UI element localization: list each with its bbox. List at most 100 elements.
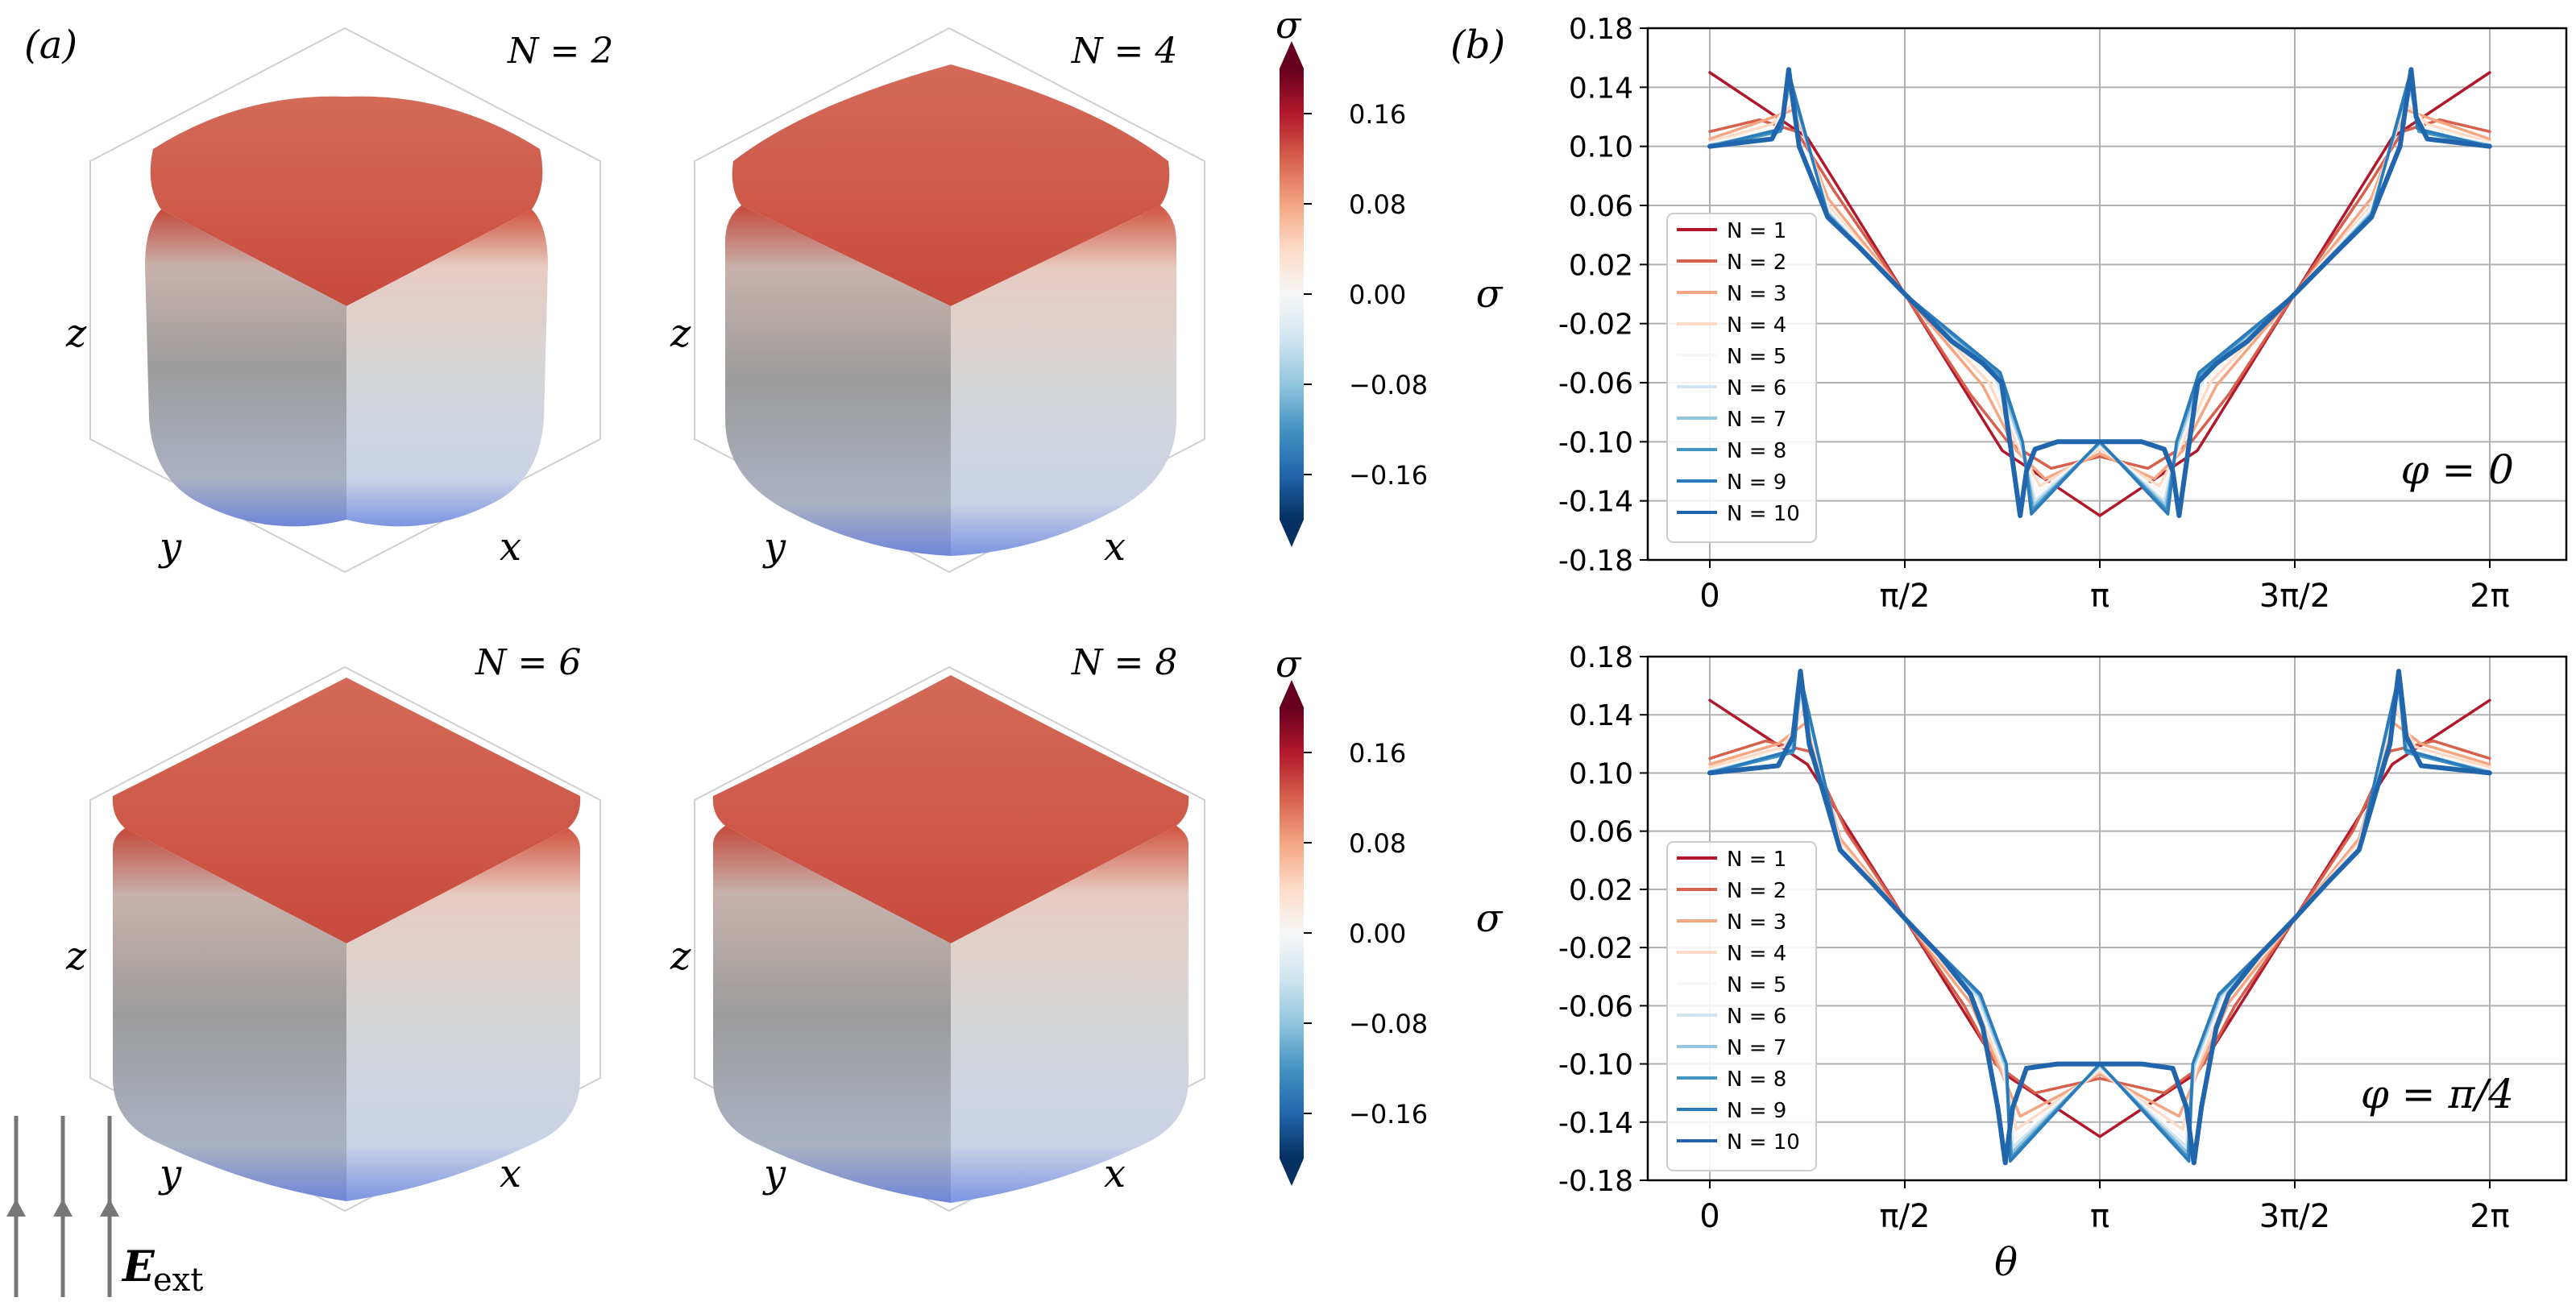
phi-annotation: φ = 0: [2400, 446, 2514, 493]
y-tick-label: -0.10: [1558, 426, 1633, 459]
y-tick-label: -0.14: [1558, 486, 1633, 519]
legend-entry: N = 7: [1727, 1036, 1786, 1060]
axis-label-y: y: [762, 524, 786, 570]
axis-label-y: y: [158, 1151, 182, 1196]
phi-annotation: φ = π/4: [2361, 1071, 2514, 1117]
axis-label-x: x: [1104, 524, 1126, 570]
colorbar-label: σ: [1276, 642, 1302, 686]
x-axis-label: θ: [1994, 1240, 2018, 1285]
cube-top-face: [732, 64, 1170, 306]
legend-entry: N = 5: [1727, 973, 1786, 997]
cube-right-face: [951, 205, 1176, 556]
colorbar-extend-max: [1280, 41, 1304, 68]
legend-entry: N = 9: [1727, 1099, 1786, 1123]
colorbar-tick-label: 0.00: [1349, 918, 1406, 949]
colorbar-tick-label: −0.16: [1349, 460, 1428, 491]
cube-top-face: [150, 96, 543, 307]
y-tick-label: -0.02: [1558, 309, 1633, 342]
axis-label-z: z: [670, 311, 691, 356]
field-arrow: [100, 1116, 119, 1297]
cube-right-face: [951, 826, 1188, 1203]
legend-entry: N = 6: [1727, 376, 1786, 400]
legend-entry: N = 8: [1727, 1067, 1786, 1092]
n-label: N = 2: [507, 31, 613, 72]
axis-label-x: x: [1104, 1151, 1126, 1196]
legend: N = 1 N = 2 N = 3 N = 4 N = 5 N = 6 N = 7 N = 8…: [1666, 213, 1817, 543]
colorbar-top: σ 0.16 0.08 0.00 −0.08 −0.16: [1276, 3, 1428, 547]
y-axis-label: σ: [1476, 272, 1504, 317]
n-label: N = 4: [1071, 31, 1177, 72]
axis-label-y: y: [762, 1151, 786, 1196]
legend-entry: N = 1: [1727, 848, 1786, 872]
y-tick-label: -0.18: [1558, 1165, 1633, 1198]
y-tick-label: 0.18: [1569, 641, 1633, 674]
legend-entry: N = 5: [1727, 345, 1786, 369]
series-group: [1707, 67, 2492, 518]
cube-left-face: [145, 209, 346, 527]
legend-box: [1666, 213, 1817, 543]
axis-label-x: x: [500, 1151, 521, 1196]
cube-plot-n6: N = 6 z y x: [65, 642, 601, 1213]
colorbar-gradient: [1280, 68, 1304, 520]
x-tick-label: 3π/2: [2259, 578, 2330, 615]
colorbar-bottom: σ 0.16 0.08 0.00 −0.08 −0.16: [1276, 642, 1428, 1186]
colorbar-gradient: [1280, 707, 1304, 1159]
cube-plot-n8: N = 8 z y x: [670, 642, 1205, 1213]
bounding-box: [89, 665, 601, 1213]
field-arrow: [53, 1116, 73, 1297]
axis-label-z: z: [670, 934, 691, 979]
x-tick-label: 2π: [2470, 578, 2510, 615]
series-line: [1707, 669, 2492, 1166]
bounding-box: [694, 27, 1205, 574]
cube-left-face: [113, 828, 346, 1201]
n-label: N = 8: [1071, 642, 1177, 683]
field-subscript: ext: [153, 1262, 203, 1299]
axis-label-z: z: [65, 934, 87, 979]
field-label: E: [121, 1242, 156, 1291]
colorbar-tick-label: 0.16: [1349, 738, 1406, 769]
y-tick-label: 0.10: [1569, 757, 1633, 790]
legend-entry: N = 10: [1727, 502, 1800, 526]
legend-entry: N = 8: [1727, 439, 1786, 463]
colorbar-tick-label: −0.08: [1349, 370, 1428, 400]
plot-frame: [1646, 27, 2568, 562]
panel-b-label: (b): [1450, 23, 1505, 68]
cube-left-face: [713, 826, 951, 1203]
external-field-indicator: E ext: [6, 1116, 203, 1299]
legend-entry: N = 7: [1727, 408, 1786, 432]
series-line: [1708, 118, 2491, 471]
n-label: N = 6: [475, 642, 581, 683]
y-tick-label: 0.14: [1569, 699, 1633, 732]
colorbar-tick-label: −0.16: [1349, 1099, 1428, 1130]
cube-top-face: [712, 675, 1189, 943]
y-tick-label: 0.02: [1569, 874, 1633, 907]
legend-entry: N = 3: [1727, 282, 1786, 306]
bounding-box: [89, 27, 601, 574]
x-tick-label: 3π/2: [2259, 1198, 2330, 1235]
bounding-box: [694, 665, 1205, 1213]
x-tick-label: π/2: [1880, 578, 1931, 615]
legend-entry: N = 9: [1727, 471, 1786, 495]
cube-plot-n2: N = 2 z y x: [65, 27, 613, 574]
chart-phi-0: 0.18 0.14 0.10 0.06 0.02 -0.02 -0.06 -0.10 -0.14…: [1476, 13, 2568, 615]
chart-phi-pi-over-4: 0.18 0.14 0.10 0.06 0.02 -0.02 -0.06 -0.10 -0.14…: [1476, 641, 2568, 1285]
plot-frame: [1646, 655, 2568, 1182]
legend-entry: N = 3: [1727, 910, 1786, 935]
y-tick-label: 0.14: [1569, 72, 1633, 105]
y-tick-label: -0.18: [1558, 545, 1633, 578]
legend-entry: N = 2: [1727, 879, 1786, 903]
y-tick-label: -0.06: [1558, 367, 1633, 400]
colorbar-tick-label: 0.00: [1349, 280, 1406, 310]
legend-entry: N = 2: [1727, 251, 1786, 275]
y-tick-label: 0.18: [1569, 13, 1633, 46]
series-line: [1707, 67, 2492, 518]
legend: N = 1 N = 2 N = 3 N = 4 N = 5 N = 6 N = 7 N = 8…: [1666, 841, 1817, 1171]
colorbar-extend-max: [1280, 680, 1304, 707]
cube-right-face: [346, 209, 548, 527]
x-tick-label: 0: [1699, 1198, 1719, 1235]
panel-a-label: (a): [24, 23, 77, 68]
y-tick-label: -0.06: [1558, 990, 1633, 1023]
field-arrow: [6, 1116, 26, 1297]
x-tick-label: 2π: [2470, 1198, 2510, 1235]
